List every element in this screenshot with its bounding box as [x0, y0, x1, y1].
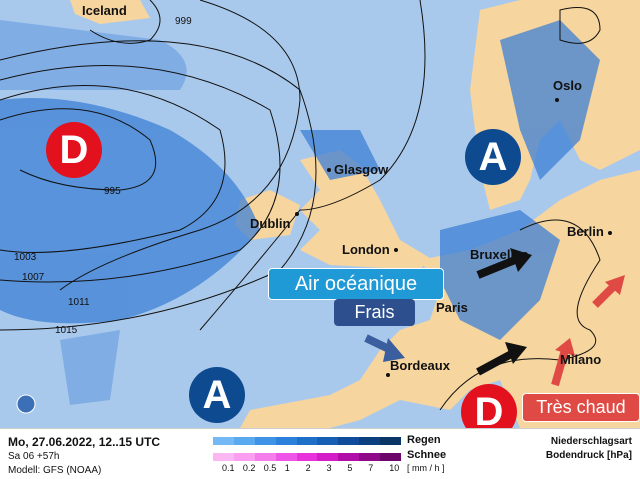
- city-label: Milano: [560, 352, 602, 367]
- scale-tick: 7: [368, 463, 374, 473]
- snow-scale-swatch: [275, 453, 297, 461]
- scale-tick: 3: [326, 463, 332, 473]
- rain-label: Regen: [407, 434, 441, 446]
- snow-scale-swatch: [296, 453, 318, 461]
- very-hot-callout: Très chaud: [522, 393, 640, 422]
- snow-scale-swatch: [233, 453, 255, 461]
- snow-scale-swatch: [359, 453, 381, 461]
- rain-scale-swatch: [213, 437, 234, 445]
- rain-scale-swatch: [338, 437, 360, 445]
- isobar-label: 995: [104, 186, 121, 197]
- scale-tick: 0.1: [222, 463, 235, 473]
- high-pressure-marker: A: [189, 367, 245, 423]
- weather-map: [0, 0, 640, 428]
- rain-scale: [213, 437, 402, 445]
- city-label: Berlin: [567, 224, 604, 239]
- snow-scale-swatch: [380, 453, 402, 461]
- rain-scale-swatch: [317, 437, 339, 445]
- scale-tick: 5: [347, 463, 353, 473]
- rain-scale-swatch: [296, 437, 318, 445]
- precipitation-areas: [0, 20, 600, 405]
- rain-scale-swatch: [254, 437, 276, 445]
- city-label: Bordeaux: [390, 358, 450, 373]
- snow-scale: [213, 453, 402, 461]
- run-info: Sa 06 +57h: [8, 451, 60, 462]
- low-pressure-marker: D: [46, 122, 102, 178]
- isobar-label: 1015: [55, 325, 78, 336]
- scale-tick: 0.2: [242, 463, 256, 473]
- cool-callout: Frais: [334, 299, 415, 326]
- city-label: Iceland: [82, 3, 127, 18]
- isobar-label: 999: [175, 16, 192, 27]
- snow-scale-swatch: [213, 453, 234, 461]
- scale-tick: 10: [389, 463, 400, 473]
- isobar-label: 1003: [14, 252, 37, 263]
- rain-scale-swatch: [359, 437, 381, 445]
- datetime: Mo, 27.06.2022, 12..15 UTC: [8, 435, 161, 449]
- arrows: [364, 248, 625, 387]
- snow-scale-swatch: [317, 453, 339, 461]
- scale-tick: 0.5: [263, 463, 277, 473]
- rain-scale-swatch: [380, 437, 402, 445]
- oceanic-air-callout: Air océanique: [268, 268, 444, 300]
- type-label: Niederschlagsart: [550, 436, 632, 447]
- city-label: Paris: [436, 300, 468, 315]
- scale-tick: 2: [305, 463, 311, 473]
- isobar-label: 1007: [22, 272, 45, 283]
- unit-label: [ mm / h ]: [407, 463, 445, 473]
- rain-scale-swatch: [275, 437, 297, 445]
- snow-scale-swatch: [338, 453, 360, 461]
- model-info: Modell: GFS (NOAA): [8, 465, 102, 476]
- city-label: Bruxelles: [470, 247, 529, 262]
- high-pressure-marker: A: [465, 129, 521, 185]
- scale-tick: 1: [284, 463, 290, 473]
- snow-scale-swatch: [254, 453, 276, 461]
- isobar-label: 1011: [68, 297, 90, 308]
- city-label: Dublin: [250, 216, 291, 231]
- city-label: Oslo: [553, 78, 582, 93]
- legend: Mo, 27.06.2022, 12..15 UTC Sa 06 +57h Mo…: [0, 428, 640, 479]
- rain-scale-swatch: [233, 437, 255, 445]
- snow-label: Schnee: [407, 449, 447, 461]
- pressure-label: Bodendruck [hPa]: [545, 450, 632, 461]
- city-label: London: [342, 242, 390, 257]
- globe-icon[interactable]: [16, 394, 36, 414]
- city-dots: [295, 98, 612, 377]
- city-label: Glasgow: [334, 162, 389, 177]
